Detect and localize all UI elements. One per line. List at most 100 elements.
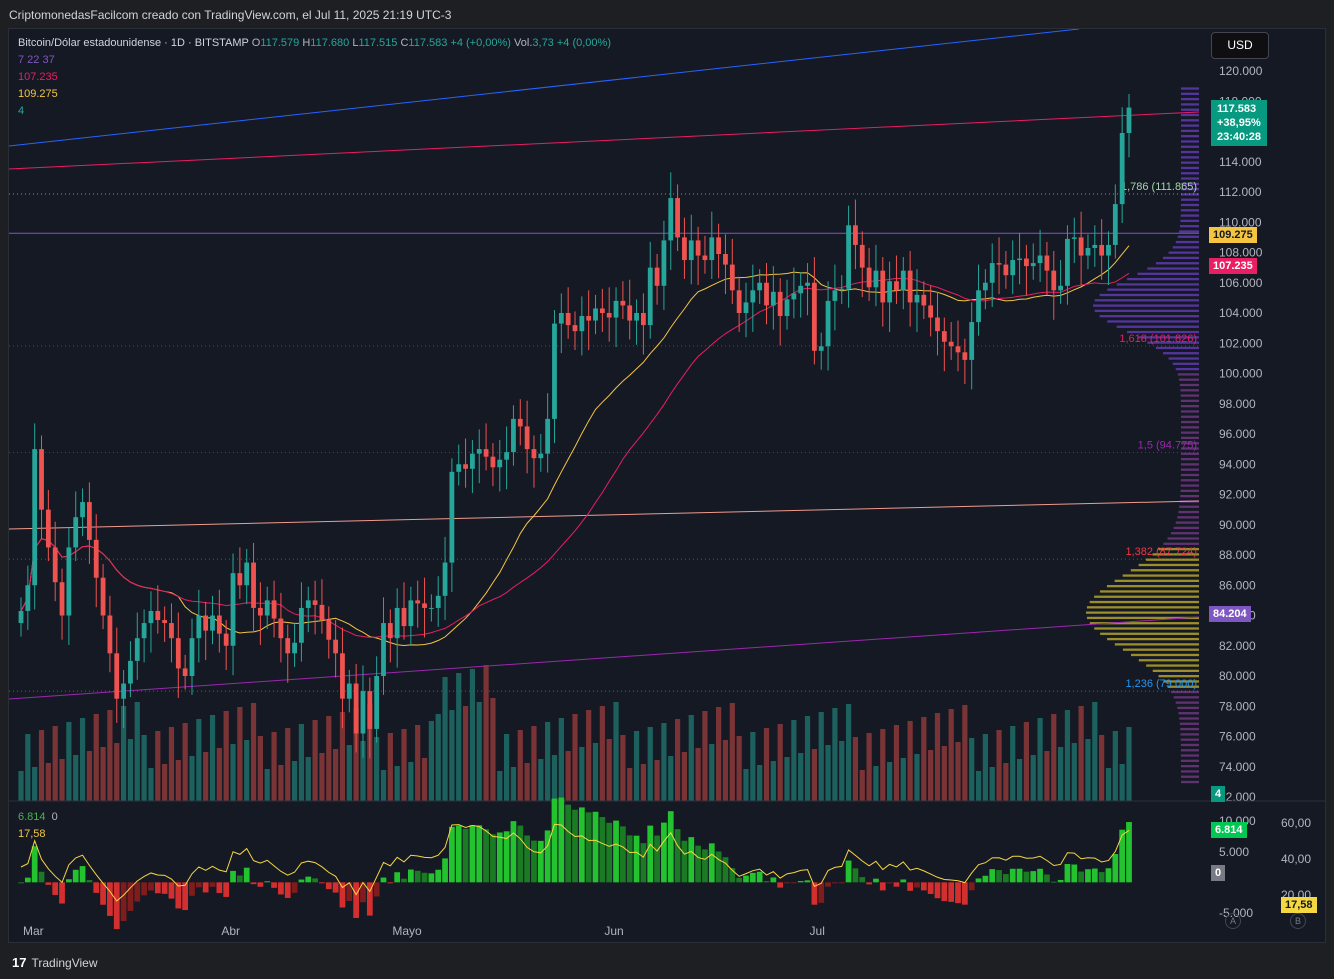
ma-params[interactable]: 7 22 37 <box>18 54 55 66</box>
volume-profile-bar <box>1181 156 1199 159</box>
scale-auto-button[interactable]: A <box>1225 913 1241 929</box>
candle-body <box>381 623 386 676</box>
histogram-bar <box>189 882 195 896</box>
candle-body <box>1003 264 1009 276</box>
volume-profile-bar <box>1180 733 1199 736</box>
histogram-bar <box>380 877 387 883</box>
volume-bar <box>928 750 934 801</box>
volume-profile-bar <box>1130 569 1199 572</box>
price-tick-label: 92.000 <box>1219 488 1256 502</box>
volume-profile-bar <box>1138 563 1199 567</box>
volume-profile-bar <box>1167 537 1199 540</box>
volume-profile-bar <box>1163 680 1199 683</box>
volume-bar <box>148 768 154 801</box>
histogram-bar <box>941 882 948 902</box>
histogram-bar <box>264 881 271 883</box>
histogram-bar <box>496 832 503 883</box>
histogram-bar <box>825 882 831 887</box>
price-tick-label: 80.000 <box>1219 669 1256 683</box>
histogram-bar <box>633 835 640 883</box>
volume-bar <box>1003 763 1009 801</box>
volume-bar <box>818 712 824 801</box>
histogram-bar <box>743 875 749 883</box>
volume-profile-bar <box>1130 653 1199 657</box>
candle-body <box>470 453 475 469</box>
scale-b-button[interactable]: B <box>1290 913 1306 929</box>
volume-profile-bar <box>1137 336 1199 339</box>
histogram-bar <box>852 868 859 883</box>
ma-a-value[interactable]: 107.235 <box>18 71 58 83</box>
osc-zero: 0 <box>51 811 58 823</box>
volume-bar <box>333 749 339 801</box>
histogram-bar <box>223 882 230 897</box>
histogram-bar <box>818 882 825 903</box>
chart-frame[interactable]: 120.000118.000116.000114.000112.000110.0… <box>8 28 1326 943</box>
histogram-bar <box>729 868 736 883</box>
volume-profile-bar <box>1180 436 1199 440</box>
volume-bar <box>969 738 975 801</box>
histogram-bar <box>45 882 52 885</box>
ma-b-value[interactable]: 109.275 <box>18 88 58 100</box>
volume-bar <box>38 730 45 801</box>
volume-bar <box>449 710 455 801</box>
candle-body <box>935 317 940 332</box>
volume-profile-bar <box>1181 124 1199 127</box>
currency-button[interactable]: USD <box>1211 32 1269 59</box>
volume-bar <box>531 726 537 801</box>
tradingview-logo[interactable]: 17 TradingView <box>12 955 98 970</box>
volume-value: 3,73 <box>532 37 554 49</box>
histogram-bar <box>1009 868 1016 883</box>
time-axis-label: Abr <box>221 924 240 938</box>
volume-bar <box>182 723 188 801</box>
volume-bar <box>647 727 653 801</box>
volume-profile-bar <box>1089 622 1199 625</box>
symbol-title[interactable]: Bitcoin/Dólar estadounidense · 1D · BITS… <box>18 37 249 49</box>
candle-body <box>305 600 311 608</box>
volume-bar <box>298 724 305 801</box>
volume-bar <box>893 725 900 801</box>
candle-body <box>599 308 605 313</box>
price-tick-label: 112.000 <box>1219 185 1262 199</box>
histogram-bar <box>312 878 318 883</box>
volume-profile-bar <box>1107 637 1199 641</box>
histogram-bar <box>551 798 558 883</box>
candle-body <box>846 225 851 289</box>
volume-profile-bar <box>1180 780 1199 784</box>
volume-bar <box>777 724 783 801</box>
volume-profile-bar <box>1173 526 1199 530</box>
histogram-bar <box>31 846 38 883</box>
volume-profile-bar <box>1158 547 1199 551</box>
fib-level-label: 1,236 (79.000) <box>1125 678 1197 690</box>
histogram-bar <box>961 882 968 905</box>
volume-profile-bar <box>1107 288 1199 291</box>
candle-body <box>25 585 31 611</box>
histogram-bar <box>284 882 291 898</box>
histogram-bar <box>613 820 619 883</box>
volume-profile-bar <box>1106 585 1199 588</box>
candle-body <box>941 331 947 342</box>
volume-bar <box>408 762 414 801</box>
volume-bar <box>859 770 865 801</box>
volume-profile-bar <box>1179 717 1199 720</box>
histogram-bar <box>373 882 380 897</box>
volume-bar <box>599 706 605 801</box>
volume-profile-bar <box>1179 722 1199 725</box>
candle-body <box>299 607 304 643</box>
volume-bar <box>1078 706 1084 801</box>
volume-profile-bar <box>1180 182 1199 185</box>
candle-body <box>169 623 174 639</box>
volume-tag: 4 <box>1211 786 1226 802</box>
candle-body <box>736 290 742 313</box>
volume-profile-bar <box>1180 447 1199 450</box>
volume-bar <box>504 734 510 801</box>
volume-bar <box>32 767 38 801</box>
volume-profile-bar <box>1180 166 1199 170</box>
chart-svg[interactable]: 120.000118.000116.000114.000112.000110.0… <box>9 29 1326 943</box>
candle-body <box>511 418 516 453</box>
volume-bar <box>1030 755 1036 801</box>
volume-bar <box>107 710 113 801</box>
volume-bar <box>168 727 175 801</box>
candle-body <box>257 607 263 616</box>
histogram-bar <box>674 829 681 883</box>
count-value[interactable]: 4 <box>18 105 25 117</box>
